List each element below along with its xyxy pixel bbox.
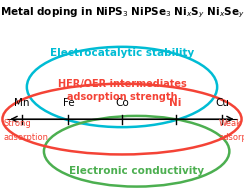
Text: Metal doping in NiPS$_3$ NiPSe$_3$ Ni$_x$S$_y$ Ni$_x$Se$_y$: Metal doping in NiPS$_3$ NiPSe$_3$ Ni$_x… bbox=[0, 6, 244, 20]
Text: adsorption strength: adsorption strength bbox=[67, 92, 177, 102]
Text: adsorption: adsorption bbox=[4, 133, 49, 142]
Text: Co: Co bbox=[115, 98, 129, 108]
Text: Electrocatalytic stability: Electrocatalytic stability bbox=[50, 48, 194, 58]
Text: Electronic conductivity: Electronic conductivity bbox=[69, 166, 204, 176]
Text: adsorption: adsorption bbox=[218, 133, 244, 142]
Text: Strong: Strong bbox=[4, 119, 31, 128]
Text: Cu: Cu bbox=[215, 98, 229, 108]
Text: HER/OER intermediates: HER/OER intermediates bbox=[58, 79, 186, 89]
Text: Ni: Ni bbox=[170, 98, 182, 108]
Text: Weak: Weak bbox=[218, 119, 241, 128]
Text: Fe: Fe bbox=[62, 98, 74, 108]
Text: Mn: Mn bbox=[14, 98, 30, 108]
